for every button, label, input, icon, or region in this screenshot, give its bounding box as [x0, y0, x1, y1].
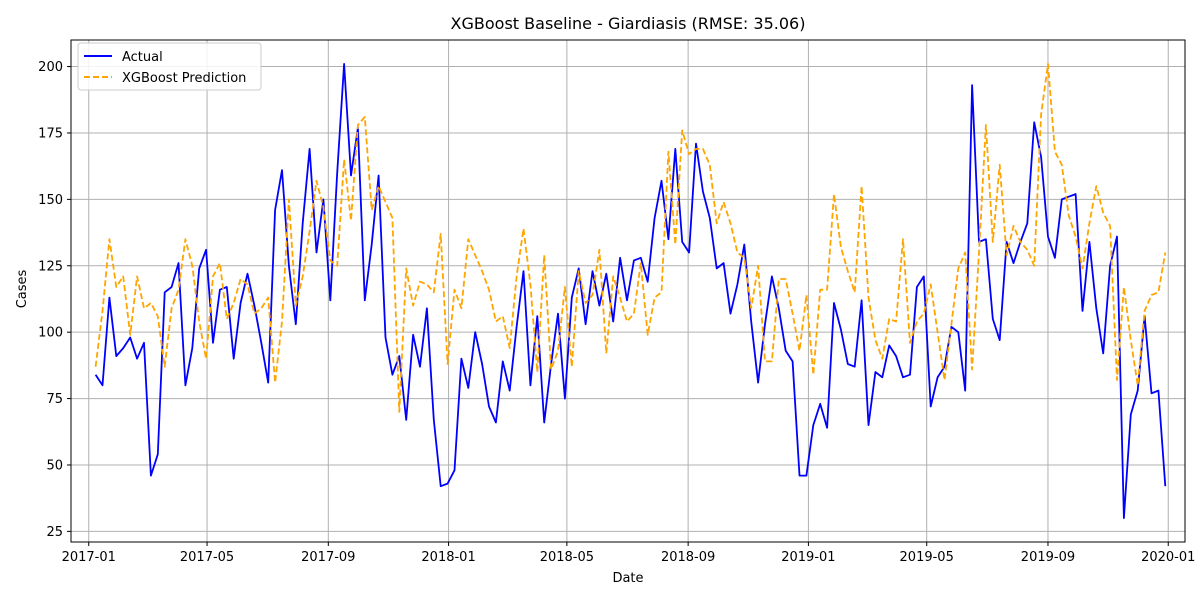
plot-frame — [70, 39, 1186, 543]
y-tick-label: 200 — [38, 60, 63, 75]
y-tick-label: 25 — [46, 525, 63, 540]
x-tick-label: 2017-05 — [180, 550, 234, 565]
x-tick-label: 2019-05 — [900, 550, 954, 565]
x-tick-label: 2018-05 — [540, 550, 594, 565]
y-tick-label: 100 — [38, 326, 63, 341]
y-tick-label: 175 — [38, 126, 63, 141]
y-tick-label: 75 — [46, 392, 63, 407]
y-tick-label: 150 — [38, 193, 63, 208]
legend-box — [77, 42, 262, 91]
x-tick-label: 2019-01 — [781, 550, 835, 565]
y-tick-label: 125 — [38, 259, 63, 274]
x-axis-label: Date — [612, 571, 643, 586]
x-axis-ticks: 2017-01 2017-05 2017-09 2018-01 2018-05 2018-… — [62, 542, 1195, 565]
legend-label-actual: Actual — [122, 50, 163, 65]
legend: Actual XGBoost Prediction — [77, 42, 262, 91]
x-tick-label: 2020-01 — [1141, 550, 1195, 565]
x-tick-label: 2017-09 — [301, 550, 355, 565]
x-tick-label: 2018-09 — [661, 550, 715, 565]
y-axis-ticks: 25 50 75 100 125 150 175 200 — [38, 60, 71, 540]
y-tick-label: 50 — [46, 458, 63, 473]
series-line-prediction — [94, 63, 1167, 413]
series-lines — [94, 63, 1167, 519]
grid-lines — [71, 40, 1185, 542]
x-tick-label: 2018-01 — [421, 550, 475, 565]
legend-label-prediction: XGBoost Prediction — [122, 71, 246, 86]
x-tick-label: 2019-09 — [1021, 550, 1075, 565]
chart-title: XGBoost Baseline - Giardiasis (RMSE: 35.… — [451, 14, 806, 33]
series-line-actual — [94, 63, 1167, 519]
x-tick-label: 2017-01 — [62, 550, 116, 565]
y-axis-label: Cases — [15, 269, 30, 308]
